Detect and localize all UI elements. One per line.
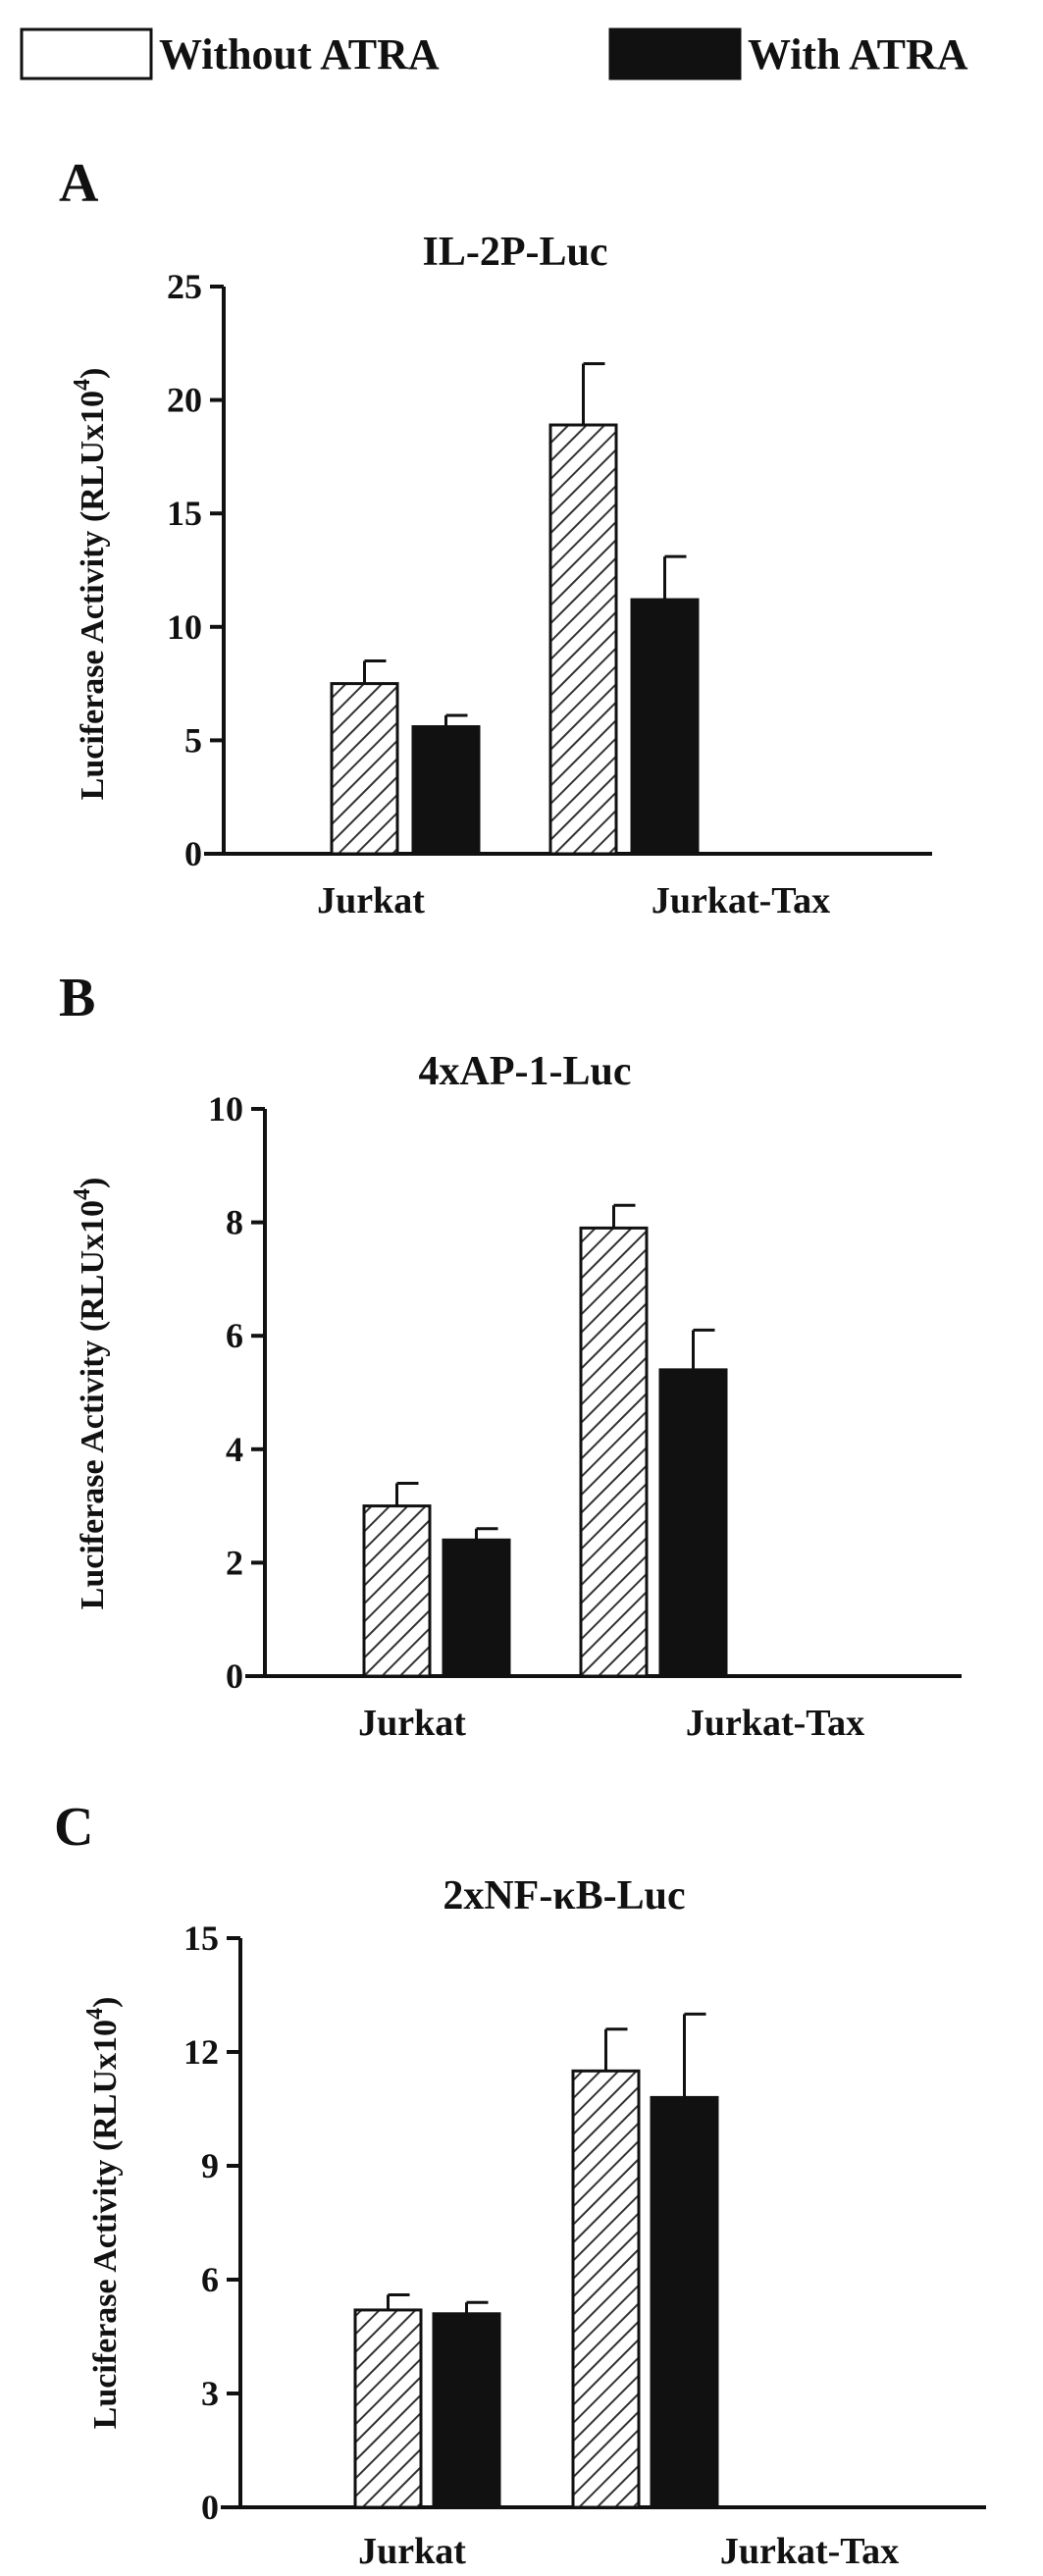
bar-b-jurkat-without-atra <box>362 1504 432 1678</box>
y-tick-label-b-0: 0 <box>226 1656 243 1696</box>
y-ticks-a: 0 5 10 15 20 25 <box>167 267 224 873</box>
chart-title-c: 2xNF-κB-Luc <box>443 1873 685 1919</box>
y-tick-label-b-4: 4 <box>226 1430 243 1469</box>
category-label-jurkat-c: Jurkat <box>358 2531 466 2572</box>
chart-title-b: 4xAP-1-Luc <box>419 1049 632 1094</box>
bars-c <box>353 2069 719 2509</box>
panel-label-b: B <box>59 968 95 1028</box>
y-tick-label-c-9: 9 <box>201 2146 219 2185</box>
y-tick-label-b-10: 10 <box>208 1089 243 1129</box>
y-axis-label-a: Luciferase Activity (RLUx104) <box>70 368 111 801</box>
chart-panel-b: B 4xAP-1-Luc Luciferase Activity (RLUx10… <box>59 968 962 1744</box>
bar-b-jurkat-with-atra <box>442 1538 511 1678</box>
error-bars-a <box>363 362 687 727</box>
category-label-jurkat-a: Jurkat <box>317 880 425 921</box>
legend: Without ATRA With ATRA <box>20 27 968 80</box>
panel-label-c: C <box>54 1797 93 1858</box>
y-tick-label-c-0: 0 <box>201 2488 219 2527</box>
y-axis-label-exp-b: 4 <box>70 1188 95 1200</box>
y-tick-label-c-15: 15 <box>183 1919 219 1958</box>
legend-label-with-atra: With ATRA <box>748 30 968 79</box>
y-tick-label-a-15: 15 <box>167 494 202 533</box>
legend-swatch-filled <box>608 27 742 80</box>
bar-c-jurkat-with-atra <box>432 2312 501 2509</box>
y-tick-label-b-2: 2 <box>226 1543 243 1582</box>
bar-a-jurkat-tax-without-atra <box>548 423 618 856</box>
bar-c-jurkat-without-atra <box>353 2308 423 2509</box>
category-label-jurkat-tax-b: Jurkat-Tax <box>686 1703 864 1744</box>
y-tick-label-a-0: 0 <box>184 834 202 873</box>
y-axis-label-c: Luciferase Activity (RLUx104) <box>82 1997 124 2430</box>
y-tick-label-a-10: 10 <box>167 607 202 647</box>
y-tick-label-a-5: 5 <box>184 720 202 760</box>
chart-title-a: IL-2P-Luc <box>423 230 608 275</box>
y-axis-label-b: Luciferase Activity (RLUx104) <box>70 1178 111 1610</box>
bars-b <box>362 1226 728 1678</box>
error-bars-b <box>395 1203 715 1541</box>
bar-a-jurkat-without-atra <box>330 682 399 856</box>
y-tick-label-a-25: 25 <box>167 267 202 306</box>
chart-panel-a: A IL-2P-Luc Luciferase Activity (RLUx104… <box>59 153 932 921</box>
y-axis-label-exp-c: 4 <box>82 2008 108 2020</box>
bar-b-jurkat-tax-without-atra <box>579 1226 649 1678</box>
y-tick-label-c-12: 12 <box>183 2032 219 2072</box>
panel-label-a: A <box>59 153 99 214</box>
category-label-jurkat-tax-c: Jurkat-Tax <box>720 2531 899 2572</box>
category-label-jurkat-tax-a: Jurkat-Tax <box>652 880 830 921</box>
error-bars-c <box>387 2012 706 2314</box>
y-tick-label-a-20: 20 <box>167 381 202 420</box>
y-ticks-c: 0 3 6 9 12 15 <box>183 1919 240 2527</box>
y-axis-label-close-a: ) <box>75 368 111 379</box>
bars-a <box>330 423 700 856</box>
bar-a-jurkat-with-atra <box>411 725 481 856</box>
y-axis-label-main-c: Luciferase Activity (RLUx10 <box>87 2020 124 2429</box>
bar-a-jurkat-tax-with-atra <box>630 598 700 856</box>
bar-b-jurkat-tax-with-atra <box>658 1368 728 1678</box>
y-axis-label-exp-a: 4 <box>70 379 95 391</box>
chart-panel-c: C 2xNF-κB-Luc Luciferase Activity (RLUx1… <box>54 1797 986 2572</box>
legend-swatch-open <box>20 27 153 80</box>
bar-c-jurkat-tax-without-atra <box>571 2069 641 2509</box>
bar-c-jurkat-tax-with-atra <box>650 2095 719 2509</box>
y-axis-label-close-b: ) <box>75 1178 111 1188</box>
y-axis-label-main-b: Luciferase Activity (RLUx10 <box>75 1200 111 1609</box>
y-tick-label-c-3: 3 <box>201 2374 219 2413</box>
y-axis-label-close-c: ) <box>87 1997 124 2008</box>
y-ticks-b: 0 2 4 6 8 10 <box>208 1089 265 1696</box>
category-label-jurkat-b: Jurkat <box>358 1703 466 1744</box>
y-tick-label-c-6: 6 <box>201 2260 219 2299</box>
legend-label-without-atra: Without ATRA <box>159 30 440 79</box>
y-tick-label-b-6: 6 <box>226 1316 243 1355</box>
y-axis-label-main-a: Luciferase Activity (RLUx10 <box>75 391 111 800</box>
y-tick-label-b-8: 8 <box>226 1203 243 1242</box>
